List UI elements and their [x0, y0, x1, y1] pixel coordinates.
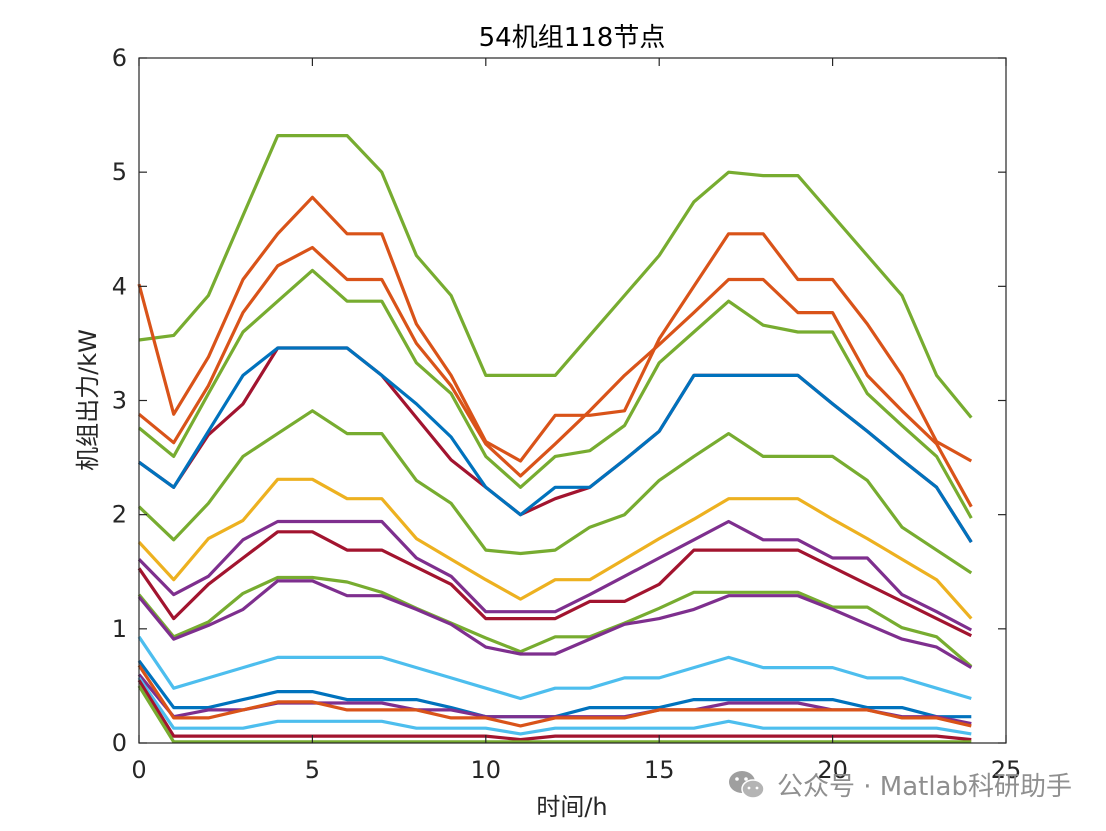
series-line-2: [137, 195, 973, 463]
series-line-17: [137, 676, 972, 736]
plot-area: [139, 58, 1006, 743]
y-tick-label: 4: [112, 272, 127, 300]
x-tick-label: 10: [471, 756, 502, 784]
series-line-1: [138, 134, 973, 419]
chart-title: 54机组118节点: [479, 23, 666, 53]
series-line-6: [138, 346, 973, 543]
series-line-11: [137, 575, 973, 668]
series-line-7: [137, 409, 973, 575]
series-line-8: [137, 477, 973, 620]
watermark: 公众号 · Matlab科研助手: [727, 766, 1072, 803]
series-line-4: [137, 268, 973, 519]
x-axis-label: 时间/h: [536, 793, 607, 821]
y-tick-label: 0: [112, 729, 127, 757]
watermark-text: 公众号 · Matlab科研助手: [776, 772, 1072, 802]
y-tick-label: 1: [112, 615, 127, 643]
series-line-16: [137, 664, 972, 728]
series-line-10: [137, 530, 973, 638]
series-line-3: [137, 245, 973, 508]
x-tick-label: 5: [305, 756, 320, 784]
ticks-layer: 0 5 10 15 20 25 0 1 2 3 4 5 6: [112, 44, 1022, 784]
y-axis-label: 机组出力/kW: [74, 329, 102, 471]
y-tick-label: 2: [112, 501, 127, 529]
series-line-13: [137, 635, 972, 701]
x-tick-label: 0: [131, 756, 146, 784]
y-tick-label: 6: [112, 44, 127, 72]
y-tick-label: 3: [112, 387, 127, 415]
x-tick-label: 20: [817, 756, 848, 784]
y-tick-label: 5: [112, 158, 127, 186]
series-line-9: [137, 519, 973, 632]
series-line-12: [137, 579, 973, 669]
wechat-icon: [728, 770, 765, 799]
x-tick-label: 25: [991, 756, 1022, 784]
x-tick-label: 15: [644, 756, 675, 784]
